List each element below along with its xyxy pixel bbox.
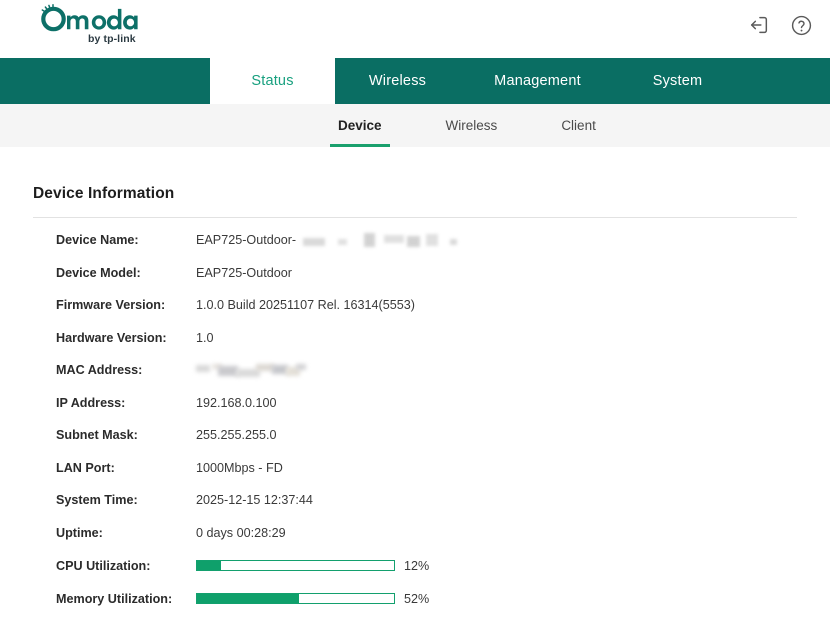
info-row-device-name: Device Name: EAP725-Outdoor- — [33, 224, 797, 257]
info-row-subnet-mask: Subnet Mask: 255.255.255.0 — [33, 419, 797, 452]
label-hardware-version: Hardware Version: — [56, 330, 167, 345]
logo-tagline: by tp-link — [88, 33, 136, 45]
nav-left-spacer — [0, 58, 210, 104]
redacted-mac-address — [196, 363, 308, 378]
info-row-mac-address: MAC Address: — [33, 354, 797, 387]
cpu-utilization-bar — [196, 560, 395, 571]
subnav-item-device[interactable]: Device — [330, 104, 390, 147]
value-uptime: 0 days 00:28:29 — [196, 525, 286, 540]
header-icon-group — [746, 12, 814, 38]
redacted-device-name-suffix — [299, 233, 458, 248]
label-uptime: Uptime: — [56, 525, 103, 540]
cpu-utilization-percent: 12% — [404, 558, 430, 573]
value-ip-address: 192.168.0.100 — [196, 395, 277, 410]
label-mac-address: MAC Address: — [56, 363, 143, 378]
subnav-item-wireless[interactable]: Wireless — [445, 118, 498, 133]
info-row-lan-port: LAN Port: 1000Mbps - FD — [33, 452, 797, 485]
value-system-time: 2025-12-15 12:37:44 — [196, 493, 313, 508]
omada-logo-icon — [41, 4, 138, 32]
info-row-uptime: Uptime: 0 days 00:28:29 — [33, 517, 797, 550]
value-mac-address — [196, 363, 797, 378]
cpu-utilization-bar-fill — [197, 561, 221, 570]
info-row-hardware-version: Hardware Version: 1.0 — [33, 322, 797, 355]
memory-utilization-bar-fill — [197, 594, 300, 603]
page-title: Device Information — [33, 185, 175, 202]
value-device-name-text: EAP725-Outdoor- — [196, 233, 297, 248]
value-memory-utilization: 52% — [196, 592, 797, 606]
value-device-model: EAP725-Outdoor — [196, 265, 292, 280]
value-cpu-utilization: 12% — [196, 559, 797, 573]
value-hardware-version: 1.0 — [196, 330, 214, 345]
label-lan-port: LAN Port: — [56, 460, 115, 475]
value-firmware-version: 1.0.0 Build 20251107 Rel. 16314(5553) — [196, 298, 415, 313]
value-device-name: EAP725-Outdoor- — [196, 233, 797, 248]
nav-item-status[interactable]: Status — [210, 58, 335, 104]
sub-navigation: Device Wireless Client — [0, 104, 830, 147]
info-row-ip-address: IP Address: 192.168.0.100 — [33, 387, 797, 420]
memory-utilization-bar — [196, 593, 395, 604]
help-icon[interactable] — [788, 12, 814, 38]
label-device-name: Device Name: — [56, 233, 139, 248]
label-device-model: Device Model: — [56, 265, 141, 280]
logout-icon[interactable] — [746, 12, 772, 38]
memory-utilization-percent: 52% — [404, 591, 430, 606]
info-row-device-model: Device Model: EAP725-Outdoor — [33, 257, 797, 290]
label-system-time: System Time: — [56, 493, 138, 508]
label-ip-address: IP Address: — [56, 395, 126, 410]
subnav-item-client[interactable]: Client — [561, 118, 596, 133]
nav-item-system[interactable]: System — [652, 73, 703, 89]
nav-item-wireless[interactable]: Wireless — [368, 73, 427, 89]
omada-logo: by tp-link — [38, 2, 148, 50]
info-row-firmware-version: Firmware Version: 1.0.0 Build 20251107 R… — [33, 289, 797, 322]
label-firmware-version: Firmware Version: — [56, 298, 166, 313]
title-divider — [33, 217, 797, 218]
main-navigation: Status Wireless Management System — [0, 58, 830, 104]
label-memory-utilization: Memory Utilization: — [56, 591, 173, 606]
value-lan-port: 1000Mbps - FD — [196, 460, 283, 475]
nav-item-management[interactable]: Management — [494, 73, 581, 89]
content-area: Device Information Device Name: EAP725-O… — [0, 147, 830, 635]
value-subnet-mask: 255.255.255.0 — [196, 428, 277, 443]
label-cpu-utilization: CPU Utilization: — [56, 558, 151, 573]
app-header: by tp-link — [0, 0, 830, 58]
info-row-cpu-utilization: CPU Utilization: 12% — [33, 549, 797, 582]
label-subnet-mask: Subnet Mask: — [56, 428, 138, 443]
info-row-memory-utilization: Memory Utilization: 52% — [33, 582, 797, 615]
info-row-system-time: System Time: 2025-12-15 12:37:44 — [33, 484, 797, 517]
